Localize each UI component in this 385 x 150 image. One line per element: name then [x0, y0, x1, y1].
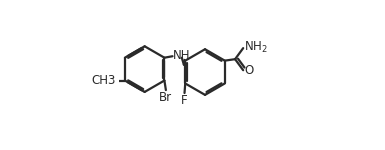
Text: F: F	[181, 94, 188, 107]
Text: O: O	[244, 64, 254, 77]
Text: CH3: CH3	[91, 74, 116, 87]
Text: NH: NH	[173, 50, 191, 62]
Text: NH$_2$: NH$_2$	[244, 40, 268, 55]
Text: Br: Br	[159, 91, 172, 104]
